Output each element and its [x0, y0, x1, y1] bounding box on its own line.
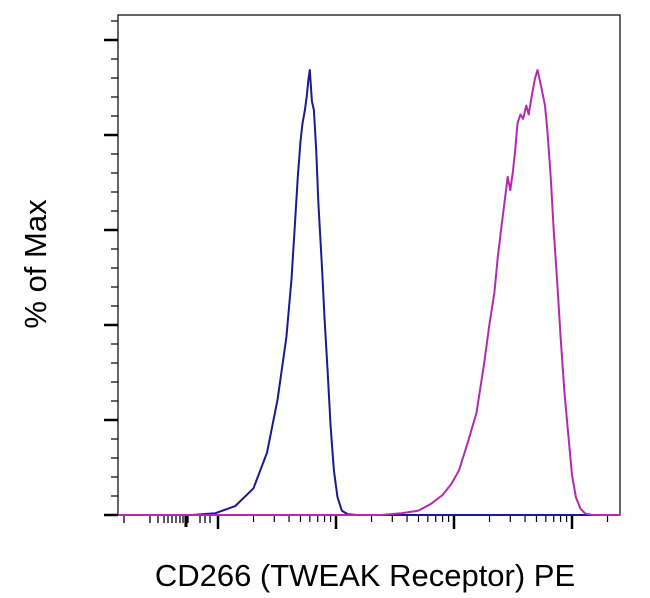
y-axis-label: % of Max: [18, 199, 53, 329]
series-line-1: [118, 69, 620, 516]
series-line-2: [118, 69, 620, 516]
x-axis-ticks: [123, 515, 609, 529]
series-layer: [118, 69, 620, 516]
plot-frame: [117, 14, 621, 516]
y-axis-ticks: [104, 20, 118, 517]
x-axis-label: CD266 (TWEAK Receptor) PE: [155, 558, 575, 593]
